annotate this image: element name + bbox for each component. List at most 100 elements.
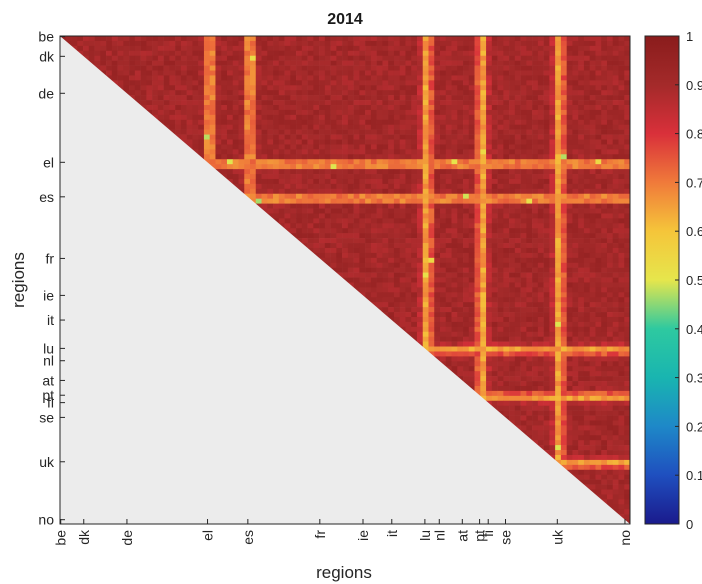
heatmap-cell bbox=[273, 203, 280, 209]
heatmap-cell bbox=[480, 109, 487, 116]
heatmap-cell bbox=[543, 183, 550, 190]
heatmap-cell bbox=[342, 183, 349, 190]
heatmap-cell bbox=[509, 277, 516, 283]
heatmap-cell bbox=[578, 159, 585, 165]
heatmap-cell bbox=[388, 90, 395, 96]
heatmap-cell bbox=[278, 139, 285, 145]
heatmap-cell bbox=[624, 144, 630, 150]
heatmap-cell bbox=[532, 45, 539, 52]
heatmap-cell bbox=[422, 228, 429, 234]
heatmap-cell bbox=[549, 80, 556, 86]
heatmap-cell bbox=[618, 178, 625, 185]
heatmap-cell bbox=[411, 90, 418, 96]
heatmap-cell bbox=[583, 193, 590, 199]
heatmap-cell bbox=[376, 223, 383, 229]
heatmap-cell bbox=[290, 45, 297, 52]
heatmap-cell bbox=[445, 90, 452, 96]
heatmap-cell bbox=[388, 228, 395, 234]
heatmap-cell bbox=[342, 233, 349, 239]
heatmap-cell bbox=[514, 287, 521, 293]
heatmap-cell bbox=[624, 114, 630, 121]
heatmap-cell bbox=[549, 129, 556, 135]
heatmap-cell bbox=[405, 243, 412, 249]
heatmap-cell bbox=[463, 70, 470, 76]
heatmap-cell bbox=[152, 80, 159, 86]
heatmap-cell bbox=[503, 233, 510, 239]
heatmap-cell bbox=[382, 228, 389, 234]
heatmap-cell bbox=[543, 85, 550, 91]
heatmap-cell bbox=[203, 90, 210, 96]
heatmap-cell bbox=[572, 55, 579, 61]
heatmap-cell bbox=[606, 331, 614, 337]
heatmap-cell bbox=[497, 65, 504, 71]
heatmap-cell bbox=[169, 80, 176, 86]
heatmap-cell bbox=[526, 277, 533, 283]
heatmap-cell bbox=[480, 381, 487, 387]
y-tick-label-uk: uk bbox=[39, 454, 55, 470]
heatmap-cell bbox=[560, 85, 567, 91]
heatmap-cell bbox=[537, 262, 544, 268]
heatmap-cell bbox=[624, 90, 630, 96]
heatmap-cell bbox=[399, 302, 406, 308]
heatmap-cell bbox=[560, 228, 567, 234]
heatmap-cell bbox=[526, 36, 533, 42]
heatmap-cell bbox=[186, 139, 193, 145]
heatmap-cell bbox=[560, 405, 567, 411]
heatmap-cell bbox=[578, 400, 585, 406]
heatmap-cell bbox=[370, 238, 377, 244]
heatmap-cell bbox=[451, 228, 458, 234]
heatmap-cell bbox=[440, 90, 447, 96]
heatmap-cell bbox=[359, 144, 366, 150]
heatmap-cell bbox=[301, 218, 308, 224]
heatmap-cell bbox=[486, 178, 493, 185]
heatmap-cell bbox=[612, 371, 619, 377]
heatmap-cell bbox=[422, 134, 429, 140]
heatmap-cell bbox=[434, 277, 441, 283]
heatmap-cell bbox=[347, 272, 354, 278]
heatmap-cell bbox=[71, 36, 78, 42]
heatmap-cell bbox=[405, 208, 412, 214]
heatmap-cell bbox=[365, 277, 372, 283]
heatmap-cell bbox=[583, 114, 590, 121]
heatmap-cell bbox=[618, 114, 625, 121]
heatmap-cell bbox=[428, 346, 435, 352]
heatmap-cell bbox=[330, 238, 337, 244]
heatmap-cell bbox=[376, 55, 383, 61]
heatmap-cell bbox=[486, 154, 493, 160]
heatmap-cell bbox=[347, 129, 354, 135]
heatmap-cell bbox=[503, 95, 510, 101]
heatmap-cell bbox=[347, 90, 354, 96]
heatmap-cell bbox=[169, 100, 176, 106]
heatmap-cell bbox=[273, 154, 280, 160]
heatmap-cell bbox=[290, 193, 297, 199]
heatmap-cell bbox=[618, 395, 625, 402]
heatmap-cell bbox=[486, 193, 493, 199]
heatmap-cell bbox=[543, 341, 550, 347]
heatmap-cell bbox=[486, 100, 493, 106]
heatmap-cell bbox=[416, 90, 424, 96]
heatmap-cell bbox=[284, 70, 291, 76]
heatmap-cell bbox=[319, 105, 326, 111]
heatmap-cell bbox=[324, 129, 331, 135]
heatmap-cell bbox=[244, 90, 251, 96]
heatmap-cell bbox=[273, 80, 280, 86]
heatmap-cell bbox=[549, 351, 556, 357]
heatmap-cell bbox=[192, 100, 199, 106]
heatmap-cell bbox=[416, 326, 424, 333]
heatmap-cell bbox=[342, 114, 349, 121]
heatmap-cell bbox=[296, 95, 303, 101]
heatmap-cell bbox=[601, 124, 608, 130]
heatmap-cell bbox=[261, 119, 268, 126]
heatmap-cell bbox=[618, 85, 625, 91]
heatmap-cell bbox=[549, 307, 556, 313]
heatmap-cell bbox=[509, 193, 516, 199]
heatmap-cell bbox=[267, 198, 274, 204]
heatmap-cell bbox=[543, 302, 550, 308]
heatmap-cell bbox=[566, 336, 573, 342]
heatmap-cell bbox=[601, 55, 608, 61]
heatmap-cell bbox=[290, 70, 297, 76]
heatmap-cell bbox=[457, 257, 464, 264]
heatmap-cell bbox=[416, 174, 424, 180]
heatmap-cell bbox=[370, 233, 377, 239]
heatmap-cell bbox=[583, 479, 590, 485]
